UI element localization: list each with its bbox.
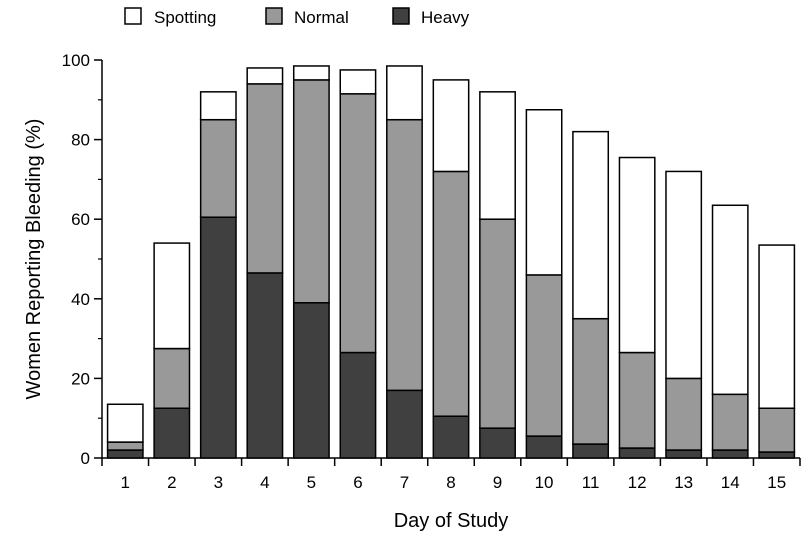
y-tick-label: 20 <box>71 369 90 388</box>
x-tick-label: 6 <box>353 473 362 492</box>
bar-segment-heavy-day-6 <box>339 351 377 459</box>
bar-segment-spotting-day-7 <box>386 65 423 121</box>
bar-segment-heavy-day-8 <box>432 415 470 459</box>
x-axis-ticks: 1 2 3 4 5 6 7 8 9 10 11 12 13 14 15 <box>101 458 801 492</box>
bar-segment-spotting-day-2 <box>153 242 191 350</box>
bar-segment-heavy-day-10 <box>525 435 563 459</box>
bar-segment-heavy-day-5 <box>292 302 330 459</box>
bar-segment-spotting-day-8 <box>432 79 470 173</box>
bar-segment-normal-day-4 <box>246 83 284 274</box>
y-axis-title: Women Reporting Bleeding (%) <box>23 119 45 400</box>
bar-segment-heavy-day-3 <box>199 216 237 459</box>
bar-segment-normal-day-3 <box>199 118 237 218</box>
bar-segment-spotting-day-13 <box>665 170 703 380</box>
bar-segment-normal-day-15 <box>758 407 796 453</box>
bar-segment-heavy-day-13 <box>665 449 703 459</box>
bar-segment-heavy-day-7 <box>386 389 423 459</box>
bar-segment-spotting-day-1 <box>106 403 144 443</box>
bar-segment-normal-day-6 <box>339 93 377 354</box>
bar-segment-spotting-day-10 <box>525 109 563 276</box>
legend-swatch-heavy <box>392 7 410 25</box>
bar-segment-heavy-day-2 <box>153 407 191 459</box>
y-tick-label: 100 <box>62 51 90 70</box>
bar-segment-heavy-day-9 <box>479 427 516 459</box>
x-axis-title: Day of Study <box>394 510 509 532</box>
legend-label-spotting: Spotting <box>154 8 216 27</box>
bars <box>106 65 796 459</box>
bar-segment-heavy-day-12 <box>618 447 656 459</box>
x-tick-label: 13 <box>674 473 693 492</box>
bar-segment-heavy-day-11 <box>572 443 610 459</box>
x-tick-label: 15 <box>767 473 786 492</box>
x-tick-label: 9 <box>493 473 502 492</box>
y-tick-label: 80 <box>71 131 90 150</box>
y-tick-label: 60 <box>71 210 90 229</box>
bar-segment-heavy-day-4 <box>246 272 284 459</box>
x-tick-label: 7 <box>400 473 409 492</box>
bar-segment-normal-day-14 <box>711 393 749 451</box>
bar-segment-normal-day-2 <box>153 347 191 409</box>
x-tick-label: 14 <box>721 473 740 492</box>
legend-swatch-spotting <box>124 7 142 25</box>
legend-swatch-normal <box>265 7 283 25</box>
bar-segment-spotting-day-4 <box>246 67 284 85</box>
x-tick-label: 3 <box>214 473 223 492</box>
legend-label-normal: Normal <box>294 8 349 27</box>
x-tick-label: 1 <box>121 473 130 492</box>
bar-segment-spotting-day-14 <box>711 204 749 396</box>
bar-segment-spotting-day-5 <box>292 65 330 81</box>
bar-segment-normal-day-11 <box>572 317 610 445</box>
x-tick-label: 5 <box>307 473 316 492</box>
y-tick-label: 40 <box>71 290 90 309</box>
legend: Spotting Normal Heavy <box>124 7 470 27</box>
bar-segment-normal-day-13 <box>665 377 703 451</box>
bar-segment-heavy-day-14 <box>711 449 749 459</box>
bar-segment-heavy-day-1 <box>106 449 144 459</box>
bar-segment-spotting-day-12 <box>618 156 656 354</box>
bar-segment-spotting-day-6 <box>339 69 377 95</box>
x-tick-label: 10 <box>535 473 554 492</box>
bar-segment-spotting-day-11 <box>572 130 610 320</box>
bar-segment-normal-day-9 <box>479 218 516 429</box>
bar-segment-normal-day-12 <box>618 351 656 449</box>
y-axis-ticks: 0 20 40 60 80 100 <box>62 51 102 468</box>
x-tick-label: 2 <box>167 473 176 492</box>
bar-segment-normal-day-7 <box>386 118 423 392</box>
bar-segment-heavy-day-15 <box>758 451 796 459</box>
bar-segment-spotting-day-3 <box>199 91 237 121</box>
x-tick-label: 4 <box>260 473 269 492</box>
x-tick-label: 11 <box>582 473 600 492</box>
bar-segment-spotting-day-9 <box>479 91 516 220</box>
bar-segment-spotting-day-15 <box>758 244 796 409</box>
x-tick-label: 12 <box>628 473 647 492</box>
bar-segment-normal-day-8 <box>432 170 470 417</box>
legend-label-heavy: Heavy <box>421 8 470 27</box>
bar-segment-normal-day-10 <box>525 274 563 437</box>
y-tick-label: 0 <box>81 449 90 468</box>
bar-segment-normal-day-1 <box>106 441 144 451</box>
bar-segment-normal-day-5 <box>292 79 330 304</box>
x-tick-label: 8 <box>446 473 455 492</box>
